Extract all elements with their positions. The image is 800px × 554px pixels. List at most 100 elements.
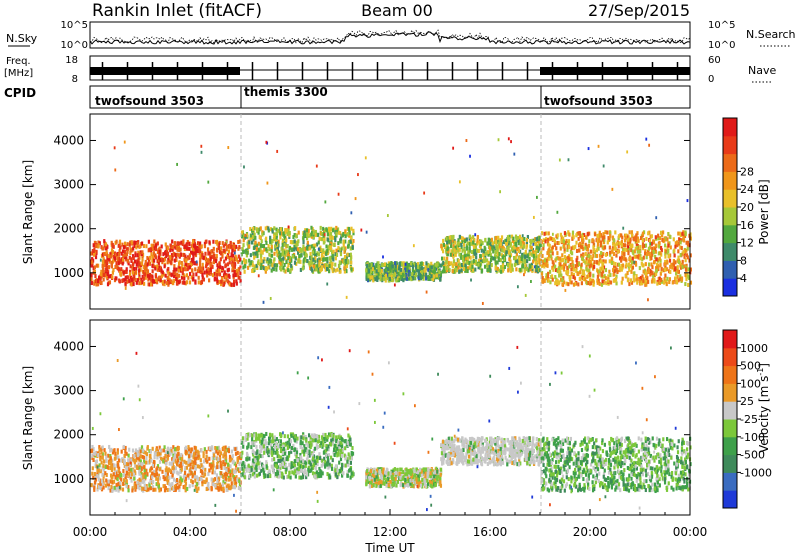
echo-cell [187, 447, 191, 452]
echo-cell [279, 267, 283, 272]
echo-cell [641, 244, 645, 249]
echo-cell [121, 487, 125, 492]
echo-cell [680, 262, 683, 267]
echo-cell [343, 266, 346, 271]
echo-cell [188, 471, 191, 476]
echo-cell [168, 448, 171, 453]
echo-cell [279, 261, 282, 266]
echo-cell [128, 255, 131, 260]
echo-cell [599, 266, 602, 271]
echo-cell [680, 276, 684, 281]
echo-cell [568, 232, 571, 237]
echo-cell [369, 269, 373, 274]
echo-cell [140, 462, 143, 467]
echo-cell [97, 244, 100, 249]
echo-cell [333, 437, 336, 442]
echo-cell [328, 261, 331, 266]
echo-cell [92, 451, 96, 456]
echo-cell [352, 239, 355, 244]
echo-cell [649, 272, 652, 277]
echo-cell [458, 252, 461, 257]
echo-cell [460, 255, 463, 260]
echo-cell [456, 241, 459, 246]
echo-cell [514, 259, 517, 264]
echo-cell [606, 230, 609, 235]
echo-cell [391, 273, 395, 278]
echo-cell [155, 482, 158, 487]
echo-cell [298, 248, 301, 253]
echo-cell [647, 246, 651, 251]
echo-cell [232, 266, 235, 271]
echo-cell [213, 477, 217, 482]
echo-cell [281, 242, 284, 247]
echo-cell [674, 260, 677, 265]
echo-cell [296, 247, 299, 252]
echo-cell [176, 462, 179, 467]
echo-cell [149, 449, 152, 454]
echo-cell [318, 259, 321, 264]
echo-cell [102, 463, 105, 468]
echo-cell [563, 244, 566, 249]
echo-cell [380, 268, 383, 273]
echo-cell [165, 248, 169, 253]
echo-cell [197, 275, 200, 280]
echo-cell [405, 261, 408, 266]
echo-cell [185, 465, 189, 470]
echo-cell [121, 278, 124, 283]
echo-cell [276, 252, 279, 257]
echo-cell [217, 245, 220, 250]
echo-cell [414, 270, 417, 275]
echo-cell [292, 240, 295, 245]
echo-cell [92, 475, 95, 480]
echo-cell [372, 262, 375, 267]
echo-cell [281, 250, 285, 255]
echo-cell [582, 277, 585, 282]
echo-cell [463, 253, 466, 258]
echo-cell [130, 478, 133, 483]
echo-cell [139, 459, 142, 464]
echo-cell [577, 236, 580, 241]
echo-cell [105, 473, 108, 478]
echo-cell [239, 256, 242, 261]
freq-label: Freq. [6, 56, 31, 67]
echo-cell [668, 280, 671, 285]
echo-cell [210, 463, 214, 468]
echo-cell [339, 231, 342, 236]
echo-cell [613, 269, 616, 274]
echo-cell [134, 253, 137, 258]
echo-cell [295, 261, 298, 266]
echo-cell [304, 249, 307, 254]
echo-cell [315, 252, 318, 257]
echo-cell [133, 453, 136, 458]
echo-cell [623, 238, 627, 243]
echo-cell [158, 275, 161, 280]
echo-cell [202, 465, 205, 470]
echo-cell [658, 256, 661, 261]
echo-cell [586, 247, 590, 252]
echo-cell [518, 260, 521, 265]
echo-cell [262, 259, 265, 264]
echo-cell [643, 243, 646, 248]
echo-cell [103, 448, 106, 453]
echo-cell [185, 280, 189, 285]
echo-cell [603, 235, 606, 240]
echo-cell [223, 272, 226, 277]
echo-cell [340, 259, 344, 264]
echo-cell [220, 279, 223, 284]
echo-cell [98, 445, 101, 450]
echo-cell [120, 477, 123, 482]
echo-cell [644, 274, 648, 279]
echo-cell [115, 487, 118, 492]
echo-cell [190, 470, 193, 475]
echo-cell [107, 479, 110, 484]
echo-cell [168, 482, 171, 487]
echo-cell [662, 280, 666, 285]
echo-cell [350, 226, 353, 231]
power-colorbar-title: Power [dB] [757, 179, 771, 244]
echo-cell [317, 269, 320, 274]
echo-cell [573, 276, 577, 281]
echo-cell [541, 276, 544, 281]
echo-cell [259, 248, 262, 253]
echo-cell [265, 140, 268, 144]
echo-cell [169, 483, 173, 488]
